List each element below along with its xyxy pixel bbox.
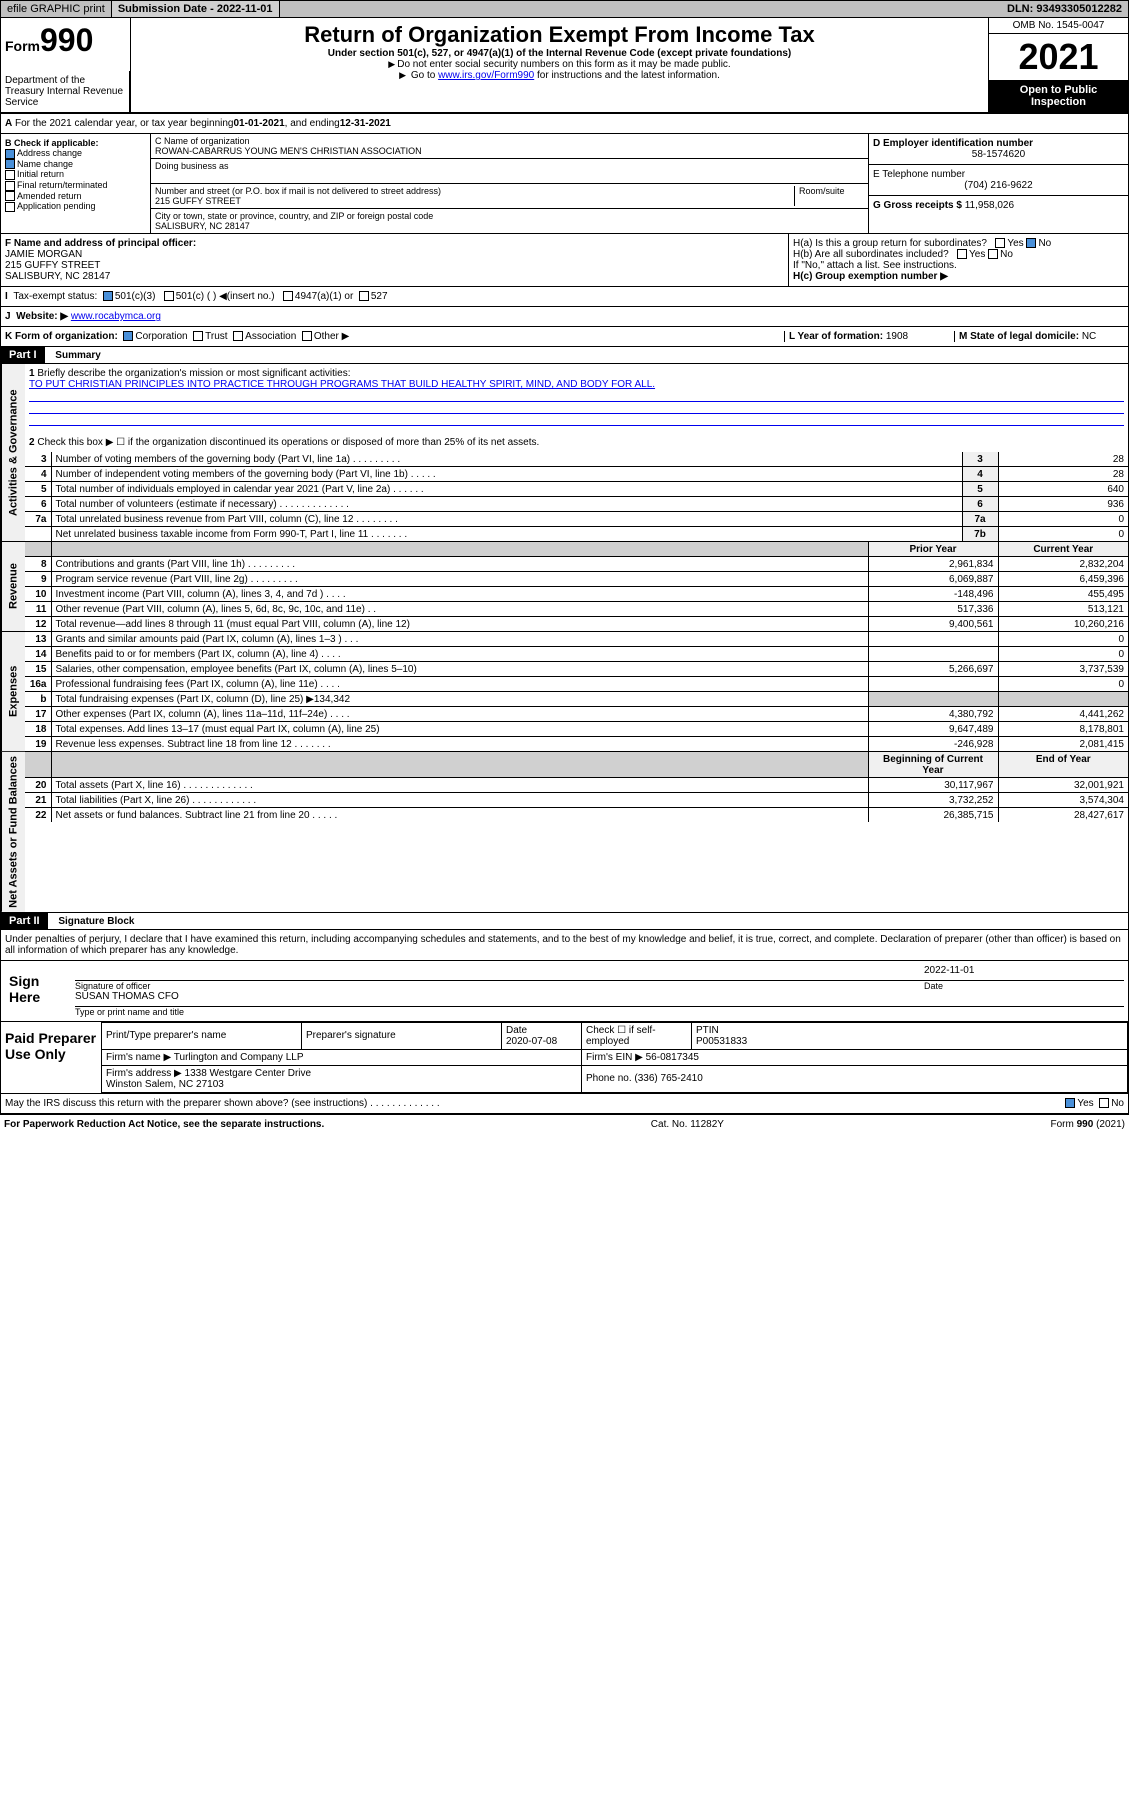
governance-section: Activities & Governance 1 Briefly descri…	[0, 364, 1129, 542]
sign-here-label: Sign Here	[5, 965, 75, 1017]
mission-text: TO PUT CHRISTIAN PRINCIPLES INTO PRACTIC…	[29, 379, 655, 390]
officer-name: SUSAN THOMAS CFO	[75, 991, 179, 1006]
form-title: Return of Organization Exempt From Incom…	[139, 22, 980, 48]
form-word: Form	[5, 38, 40, 54]
col-b: B Check if applicable: Address change Na…	[1, 134, 151, 233]
header-right: OMB No. 1545-0047 2021 Open to Public In…	[988, 18, 1128, 112]
check-name[interactable]	[5, 159, 15, 169]
section-f: F Name and address of principal officer:…	[1, 234, 788, 286]
side-governance: Activities & Governance	[1, 364, 25, 541]
row-a: A For the 2021 calendar year, or tax yea…	[0, 113, 1129, 134]
section-b-row: B Check if applicable: Address change Na…	[0, 134, 1129, 234]
side-netassets: Net Assets or Fund Balances	[1, 752, 25, 912]
submission-date[interactable]: Submission Date - 2022-11-01	[112, 1, 280, 17]
part2-header: Part II	[1, 913, 48, 929]
org-name: ROWAN-CABARRUS YOUNG MEN'S CHRISTIAN ASS…	[155, 146, 422, 156]
ssn-note: Do not enter social security numbers on …	[139, 59, 980, 70]
row-j: J Website: ▶ www.rocabymca.org	[0, 307, 1129, 327]
form-header: Form990 Return of Organization Exempt Fr…	[0, 18, 1129, 113]
part2-title: Signature Block	[50, 914, 142, 929]
check-final[interactable]	[5, 181, 15, 191]
website-link[interactable]: www.rocabymca.org	[71, 311, 161, 322]
goto-note: Go to www.irs.gov/Form990 for instructio…	[139, 70, 980, 81]
tax-year: 2021	[989, 34, 1128, 80]
col-c: C Name of organization ROWAN-CABARRUS YO…	[151, 134, 868, 233]
sign-here-block: Sign Here 2022-11-01 Signature of office…	[0, 961, 1129, 1022]
open-public: Open to Public Inspection	[989, 80, 1128, 112]
check-pending[interactable]	[5, 202, 15, 212]
org-city: SALISBURY, NC 28147	[155, 221, 250, 231]
dept-treasury: Department of the Treasury Internal Reve…	[0, 71, 130, 113]
paid-preparer-block: Paid Preparer Use Only Print/Type prepar…	[0, 1022, 1129, 1094]
expenses-section: Expenses 13Grants and similar amounts pa…	[0, 632, 1129, 752]
form-subtitle: Under section 501(c), 527, or 4947(a)(1)…	[139, 48, 980, 59]
discuss-row: May the IRS discuss this return with the…	[0, 1094, 1129, 1114]
gross-receipts: 11,958,026	[965, 200, 1014, 211]
ein: 58-1574620	[873, 149, 1124, 160]
netassets-section: Net Assets or Fund Balances Beginning of…	[0, 752, 1129, 913]
side-expenses: Expenses	[1, 632, 25, 751]
efile-label: efile GRAPHIC print	[1, 1, 112, 17]
revenue-table: Prior YearCurrent Year8Contributions and…	[25, 542, 1128, 631]
topbar: efile GRAPHIC print Submission Date - 20…	[0, 0, 1129, 18]
check-initial[interactable]	[5, 170, 15, 180]
netassets-table: Beginning of Current YearEnd of Year20To…	[25, 752, 1128, 822]
irs-link[interactable]: www.irs.gov/Form990	[438, 70, 534, 81]
header-title-area: Return of Organization Exempt From Incom…	[131, 18, 988, 112]
section-h: H(a) Is this a group return for subordin…	[788, 234, 1128, 286]
col-de: D Employer identification number 58-1574…	[868, 134, 1128, 233]
expenses-table: 13Grants and similar amounts paid (Part …	[25, 632, 1128, 751]
declaration: Under penalties of perjury, I declare th…	[0, 930, 1129, 961]
revenue-section: Revenue Prior YearCurrent Year8Contribut…	[0, 542, 1129, 632]
form-num: 990	[40, 22, 93, 58]
dln: DLN: 93493305012282	[1001, 1, 1128, 17]
omb: OMB No. 1545-0047	[989, 18, 1128, 34]
side-revenue: Revenue	[1, 542, 25, 631]
row-i: I Tax-exempt status: 501(c)(3) 501(c) ( …	[0, 287, 1129, 307]
org-address: 215 GUFFY STREET	[155, 196, 241, 206]
row-klm: K Form of organization: Corporation Trus…	[0, 327, 1129, 347]
phone: (704) 216-9622	[873, 180, 1124, 191]
part1-title: Summary	[47, 348, 109, 363]
governance-table: 3Number of voting members of the governi…	[25, 452, 1128, 541]
row-fgh: F Name and address of principal officer:…	[0, 234, 1129, 287]
part1-header: Part I	[1, 347, 45, 363]
paid-label: Paid Preparer Use Only	[1, 1022, 101, 1093]
check-address[interactable]	[5, 149, 15, 159]
footer: For Paperwork Reduction Act Notice, see …	[0, 1114, 1129, 1134]
check-amended[interactable]	[5, 191, 15, 201]
